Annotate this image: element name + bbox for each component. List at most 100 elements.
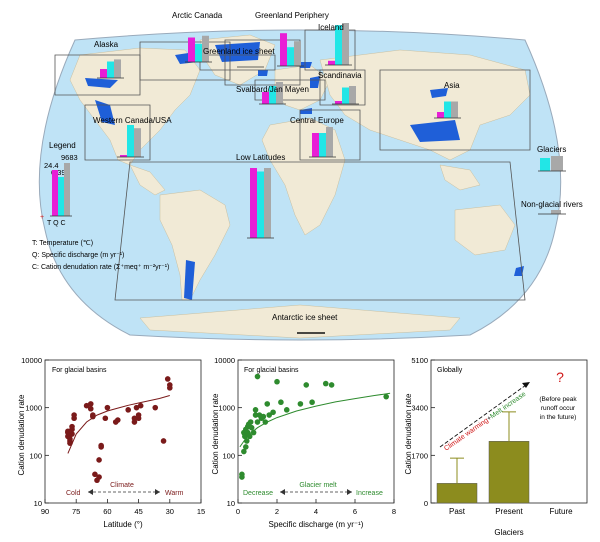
chart-discharge-xlabel: Specific discharge (m yr⁻¹): [269, 520, 364, 529]
region-bar-greenland-periphery-c: [294, 41, 301, 66]
region-box-scandinavia: [319, 69, 366, 106]
chart-globally-ylabel: Cation denudation rate: [404, 393, 413, 475]
annotation-climate: Climate: [110, 482, 134, 489]
future-note-2: runoff occur: [541, 405, 576, 412]
region-boxes: [54, 29, 531, 301]
p2-point: [266, 412, 273, 418]
annotation-decrease: Decrease: [243, 490, 273, 497]
region-label-svalbard-jan-mayen: Svalbard/Jan Mayen: [236, 85, 309, 94]
annotation-glacier-melt: Glacier melt: [299, 482, 336, 489]
annotation-warm: Warm: [165, 490, 184, 497]
south-america: [159, 189, 231, 301]
p2-point: [243, 444, 249, 450]
bottom-charts: For glacial basins Cation denudation rat…: [0, 345, 600, 537]
region-bar-iceland-c: [342, 23, 349, 65]
region-bar-low-latitudes-t: [250, 168, 257, 238]
p3-ytick-label: 0: [424, 499, 428, 508]
region-bar-alaska-q: [107, 61, 114, 78]
p1-ytick-label: 100: [29, 451, 42, 460]
p3-bar-past: [436, 483, 478, 504]
region-box-asia: [379, 69, 531, 151]
region-bar-svalbard-jan-mayen-q: [269, 86, 276, 104]
region-bars: [97, 23, 461, 239]
p2-point: [241, 448, 247, 455]
chart-latitude-frame: [44, 359, 202, 504]
p1-point: [90, 413, 96, 420]
p1-point: [69, 423, 75, 430]
p2-point: [239, 474, 245, 480]
glacier-alaska: [85, 78, 118, 88]
region-bar-asia-c: [451, 101, 458, 118]
p1-point: [104, 404, 111, 411]
p2-xtick-label: 4: [314, 507, 318, 516]
p1-xtick-label: 15: [197, 507, 205, 516]
p1-xtick-label: 75: [72, 507, 80, 516]
p1-fit-curve: [67, 395, 170, 454]
p2-xtick-label: 6: [353, 507, 357, 516]
p2-point: [262, 419, 269, 425]
region-label-scandinavia: Scandinavia: [318, 71, 362, 80]
legend-bar-c: [64, 163, 70, 216]
p1-point: [65, 428, 71, 435]
annotation-increase: Increase: [356, 490, 383, 497]
p1-point: [69, 431, 75, 437]
p1-point: [167, 385, 173, 391]
region-bar-western-canada-usa-q: [127, 125, 134, 157]
region-label-asia: Asia: [444, 81, 460, 90]
legend-axis-letters: T Q C: [47, 220, 66, 227]
region-bar-greenland-periphery-q: [287, 47, 294, 66]
region-bar-central-europe-t: [312, 133, 319, 157]
legend-desc-q: Q: Specific discharge (m yr⁻¹): [32, 252, 124, 259]
p1-point: [67, 440, 73, 446]
p3-category-label: Present: [495, 507, 523, 516]
p2-point: [278, 399, 284, 406]
key-nonglacial-c: [551, 210, 561, 214]
chart-globally: Globally Cation denudation rate Glaciers…: [404, 356, 588, 537]
region-bar-alaska-t: [100, 69, 107, 78]
region-bar-scandinavia-t: [335, 101, 342, 104]
chart-latitude: For glacial basins Cation denudation rat…: [17, 356, 205, 529]
region-bar-asia-t: [437, 112, 444, 118]
p2-point: [383, 393, 390, 400]
region-bar-central-europe-c: [326, 127, 333, 157]
p2-point: [303, 382, 310, 388]
annotation-cold: Cold: [66, 490, 81, 497]
p2-xtick-label: 2: [275, 507, 279, 516]
p2-point: [250, 429, 257, 436]
glacier-asia-2: [430, 88, 448, 98]
chart-discharge-ylabel: Cation denudation rate: [211, 393, 220, 475]
region-labels: Alaska Arctic Canada Greenland Periphery Ic…: [93, 11, 460, 322]
p2-xtick-label: 8: [392, 507, 396, 516]
legend-value-c: 9683: [61, 153, 78, 162]
key-glaciers-label: Glaciers: [537, 145, 566, 154]
p2-point: [248, 424, 255, 431]
region-bar-low-latitudes-q: [257, 171, 264, 238]
p1-point: [125, 407, 131, 413]
p2-point: [252, 407, 259, 413]
region-bar-low-latitudes-c: [264, 168, 271, 238]
region-bar-scandinavia-c: [349, 86, 356, 104]
p1-point: [67, 436, 73, 442]
p2-point: [247, 419, 254, 425]
glacier-scandinavia: [310, 76, 320, 88]
p1-point: [115, 417, 121, 423]
p2-point: [328, 382, 335, 388]
region-label-western-canada-usa: Western Canada/USA: [93, 116, 172, 125]
region-bar-svalbard-jan-mayen-t: [262, 92, 269, 104]
key-nonglacial-label: Non-glacial rivers: [521, 200, 583, 209]
region-label-iceland: Iceland: [318, 23, 344, 32]
chart-globally-xlabel: Glaciers: [494, 528, 523, 537]
region-box-arctic-canada: [139, 41, 231, 81]
region-label-greenland-ice-sheet: Greenland ice sheet: [203, 47, 275, 56]
world-map-panel: Alaska Arctic Canada Greenland Periphery Ic…: [32, 11, 583, 341]
region-box-western-canada-usa: [84, 104, 151, 161]
legend-bar-t: [52, 170, 58, 216]
p2-point: [242, 433, 248, 440]
future-note-1: (Before peak: [539, 396, 577, 403]
p1-ytick-label: 10: [34, 499, 42, 508]
p1-point: [164, 376, 171, 382]
p2-ytick-label: 1000: [218, 404, 235, 413]
p3-bar-present: [488, 441, 530, 504]
glacier-greenland: [215, 42, 260, 62]
p2-ytick-label: 10: [227, 499, 235, 508]
